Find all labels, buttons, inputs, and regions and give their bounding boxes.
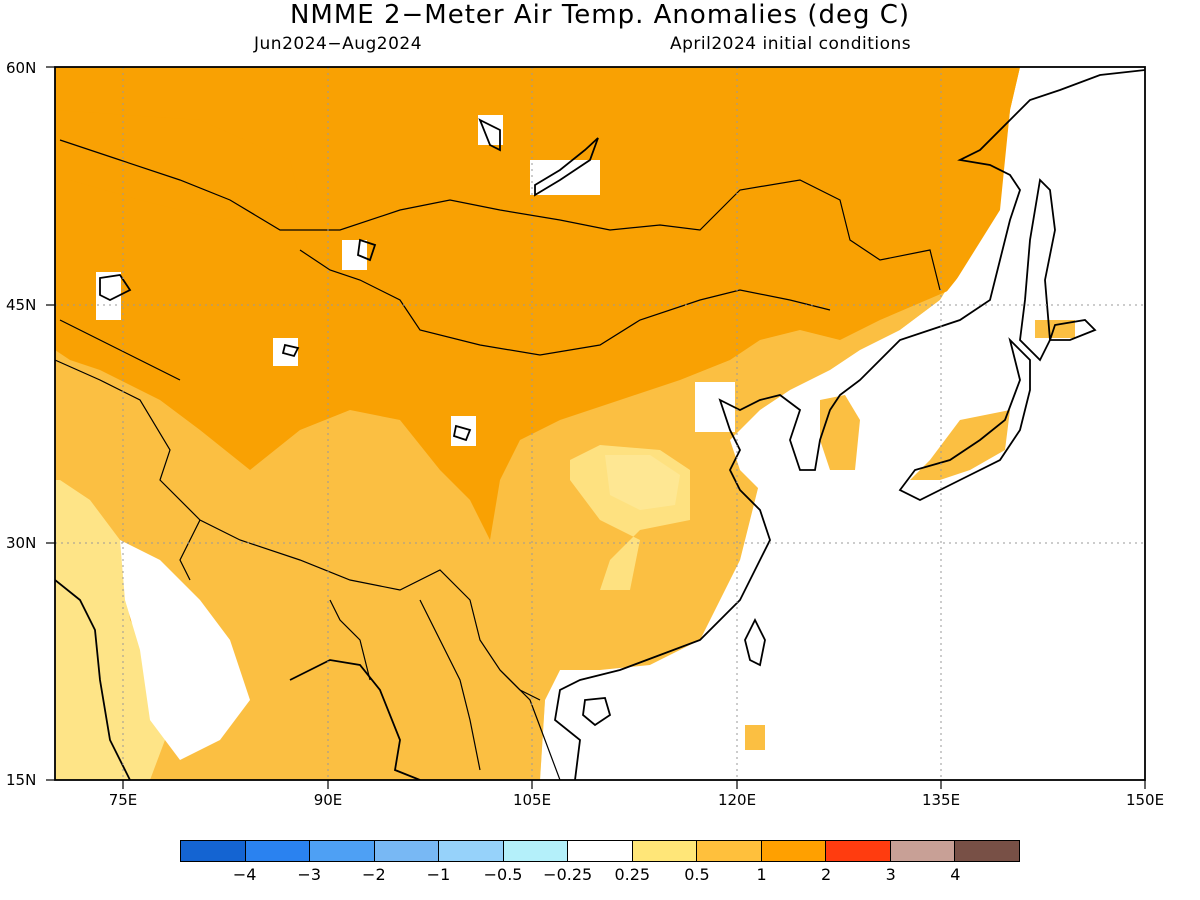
colorbar-tick-label: 2 xyxy=(821,865,832,884)
colorbar-tick-label: −3 xyxy=(297,865,322,884)
neutral-pixel xyxy=(273,338,298,366)
colorbar-tick-label: −0.25 xyxy=(543,865,593,884)
colorbar-swatch xyxy=(761,841,827,861)
lon-label-90e: 90E xyxy=(313,791,343,809)
forecast-period: Jun2024−Aug2024 xyxy=(254,34,423,54)
colorbar-tick-label: 3 xyxy=(885,865,896,884)
colorbar-tick-label: 0.25 xyxy=(614,865,651,884)
anomaly-patch-japan xyxy=(910,410,1010,480)
graticule xyxy=(55,67,1145,780)
colorbar-swatch xyxy=(245,841,311,861)
lon-label-75e: 75E xyxy=(108,791,138,809)
colorbar-swatch xyxy=(310,841,375,861)
anomaly-patch-hokkaido xyxy=(1035,320,1075,338)
colorbar-swatch xyxy=(826,841,891,861)
colorbar-swatch xyxy=(890,841,956,861)
colorbar-swatch xyxy=(697,841,762,861)
lat-label-60n: 60N xyxy=(6,59,37,77)
colorbar-tick-label: 1 xyxy=(756,865,767,884)
lon-label-105e: 105E xyxy=(512,791,552,809)
map-title: NMME 2−Meter Air Temp. Anomalies (deg C) xyxy=(289,0,911,30)
coastlines xyxy=(55,69,1145,780)
colorbar-swatch xyxy=(568,841,633,861)
colorbar-tick-label: 4 xyxy=(950,865,961,884)
colorbar-swatch xyxy=(439,841,504,861)
neutral-pixel xyxy=(342,240,367,270)
colorbar-swatch xyxy=(503,841,569,861)
colorbar-tick-label: −4 xyxy=(232,865,257,884)
neutral-patch-india xyxy=(120,540,250,760)
colorbar xyxy=(180,840,1020,862)
map-frame xyxy=(54,66,1146,781)
lon-label-135e: 135E xyxy=(921,791,961,809)
colorbar-swatch xyxy=(632,841,698,861)
anomaly-patch-orange-north xyxy=(55,110,300,220)
colorbar-swatch xyxy=(955,841,1019,861)
lat-label-15n: 15N xyxy=(6,771,37,789)
colorbar-tick-label: −2 xyxy=(362,865,386,884)
lon-label-150e: 150E xyxy=(1125,791,1165,809)
colorbar-swatch xyxy=(181,841,246,861)
yellow-patch-china xyxy=(570,445,690,590)
lon-label-120e: 120E xyxy=(717,791,757,809)
colorbar-tick-label: −0.5 xyxy=(483,865,523,884)
colorbar-tick-label: 0.5 xyxy=(684,865,710,884)
initial-conditions: April2024 initial conditions xyxy=(670,34,912,54)
axis-ticks xyxy=(46,66,1146,789)
lat-label-45n: 45N xyxy=(6,296,37,314)
country-borders xyxy=(55,139,941,780)
lat-label-30n: 30N xyxy=(6,534,37,552)
anomaly-patch-taiwan xyxy=(745,725,765,750)
colorbar-tick-label: −1 xyxy=(426,865,451,884)
colorbar-swatch xyxy=(374,841,440,861)
anomaly-patch-korea xyxy=(820,395,860,470)
